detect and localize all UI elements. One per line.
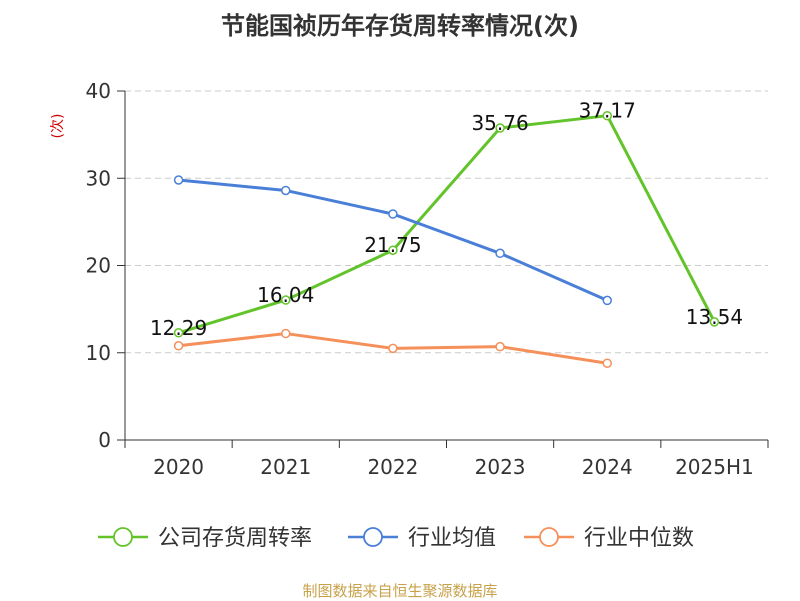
y-tick-label: 20 bbox=[86, 254, 111, 278]
data-label: 37.17 bbox=[579, 99, 636, 123]
legend-swatch-marker bbox=[113, 527, 133, 547]
y-axis-label: (次) bbox=[50, 114, 66, 139]
legend-swatch-marker bbox=[363, 527, 383, 547]
data-label: 35.76 bbox=[471, 111, 528, 135]
data-point[interactable] bbox=[602, 295, 612, 306]
data-point[interactable] bbox=[388, 209, 398, 219]
legend-label: 行业中位数 bbox=[584, 526, 694, 551]
legend[interactable]: 公司存货周转率 行业均值 行业中位数 bbox=[98, 526, 694, 551]
y-tick-label: 0 bbox=[98, 428, 111, 452]
x-tick-label: 2023 bbox=[475, 455, 526, 479]
grid-lines bbox=[125, 90, 768, 354]
data-point[interactable] bbox=[709, 317, 720, 327]
legend-swatch-marker bbox=[539, 527, 559, 547]
data-point[interactable] bbox=[388, 343, 398, 354]
series-line bbox=[178, 114, 716, 335]
axes bbox=[117, 90, 769, 448]
y-tick-label: 30 bbox=[86, 166, 111, 190]
data-point[interactable] bbox=[495, 341, 505, 352]
chart-title: 节能国祯历年存货周转率情况(次) bbox=[221, 12, 579, 40]
data-label: 16.04 bbox=[257, 283, 314, 307]
y-tick-label: 40 bbox=[86, 79, 111, 103]
data-point[interactable] bbox=[495, 248, 505, 259]
x-tick-labels: 2020 2021 2022 2023 2024 2025H1 bbox=[153, 455, 754, 479]
x-tick-label: 2021 bbox=[260, 455, 311, 479]
data-point[interactable] bbox=[495, 123, 505, 133]
data-point[interactable] bbox=[281, 328, 291, 339]
y-tick-label: 10 bbox=[86, 341, 111, 365]
series-1 bbox=[173, 175, 612, 306]
series-group bbox=[173, 110, 720, 368]
legend-label: 行业均值 bbox=[408, 526, 496, 551]
data-label: 21.75 bbox=[364, 233, 421, 257]
data-point[interactable] bbox=[388, 245, 398, 255]
data-label: 13.54 bbox=[686, 305, 743, 329]
y-tick-labels: 0 10 20 30 40 bbox=[86, 79, 111, 452]
legend-item-1[interactable]: 行业均值 bbox=[348, 526, 496, 551]
data-point[interactable] bbox=[173, 175, 184, 185]
data-point[interactable] bbox=[173, 328, 184, 338]
x-tick-label: 2022 bbox=[367, 455, 418, 479]
legend-item-2[interactable]: 行业中位数 bbox=[524, 526, 694, 551]
data-labels: 12.29 16.04 21.75 35.76 37.17 13.54 bbox=[150, 99, 743, 340]
x-tick-label: 2024 bbox=[582, 455, 633, 479]
data-point[interactable] bbox=[281, 185, 291, 196]
source-note: 制图数据来自恒生聚源数据库 bbox=[302, 582, 498, 600]
data-point[interactable] bbox=[602, 358, 612, 368]
data-point[interactable] bbox=[602, 110, 612, 121]
legend-label: 公司存货周转率 bbox=[158, 526, 312, 551]
data-point[interactable] bbox=[281, 295, 291, 305]
x-tick-label: 2025H1 bbox=[675, 455, 754, 479]
data-label: 12.29 bbox=[150, 316, 207, 340]
series-2 bbox=[173, 328, 612, 368]
legend-item-0[interactable]: 公司存货周转率 bbox=[98, 526, 312, 551]
series-0 bbox=[173, 110, 720, 338]
data-point[interactable] bbox=[173, 341, 184, 351]
x-tick-label: 2020 bbox=[153, 455, 204, 479]
